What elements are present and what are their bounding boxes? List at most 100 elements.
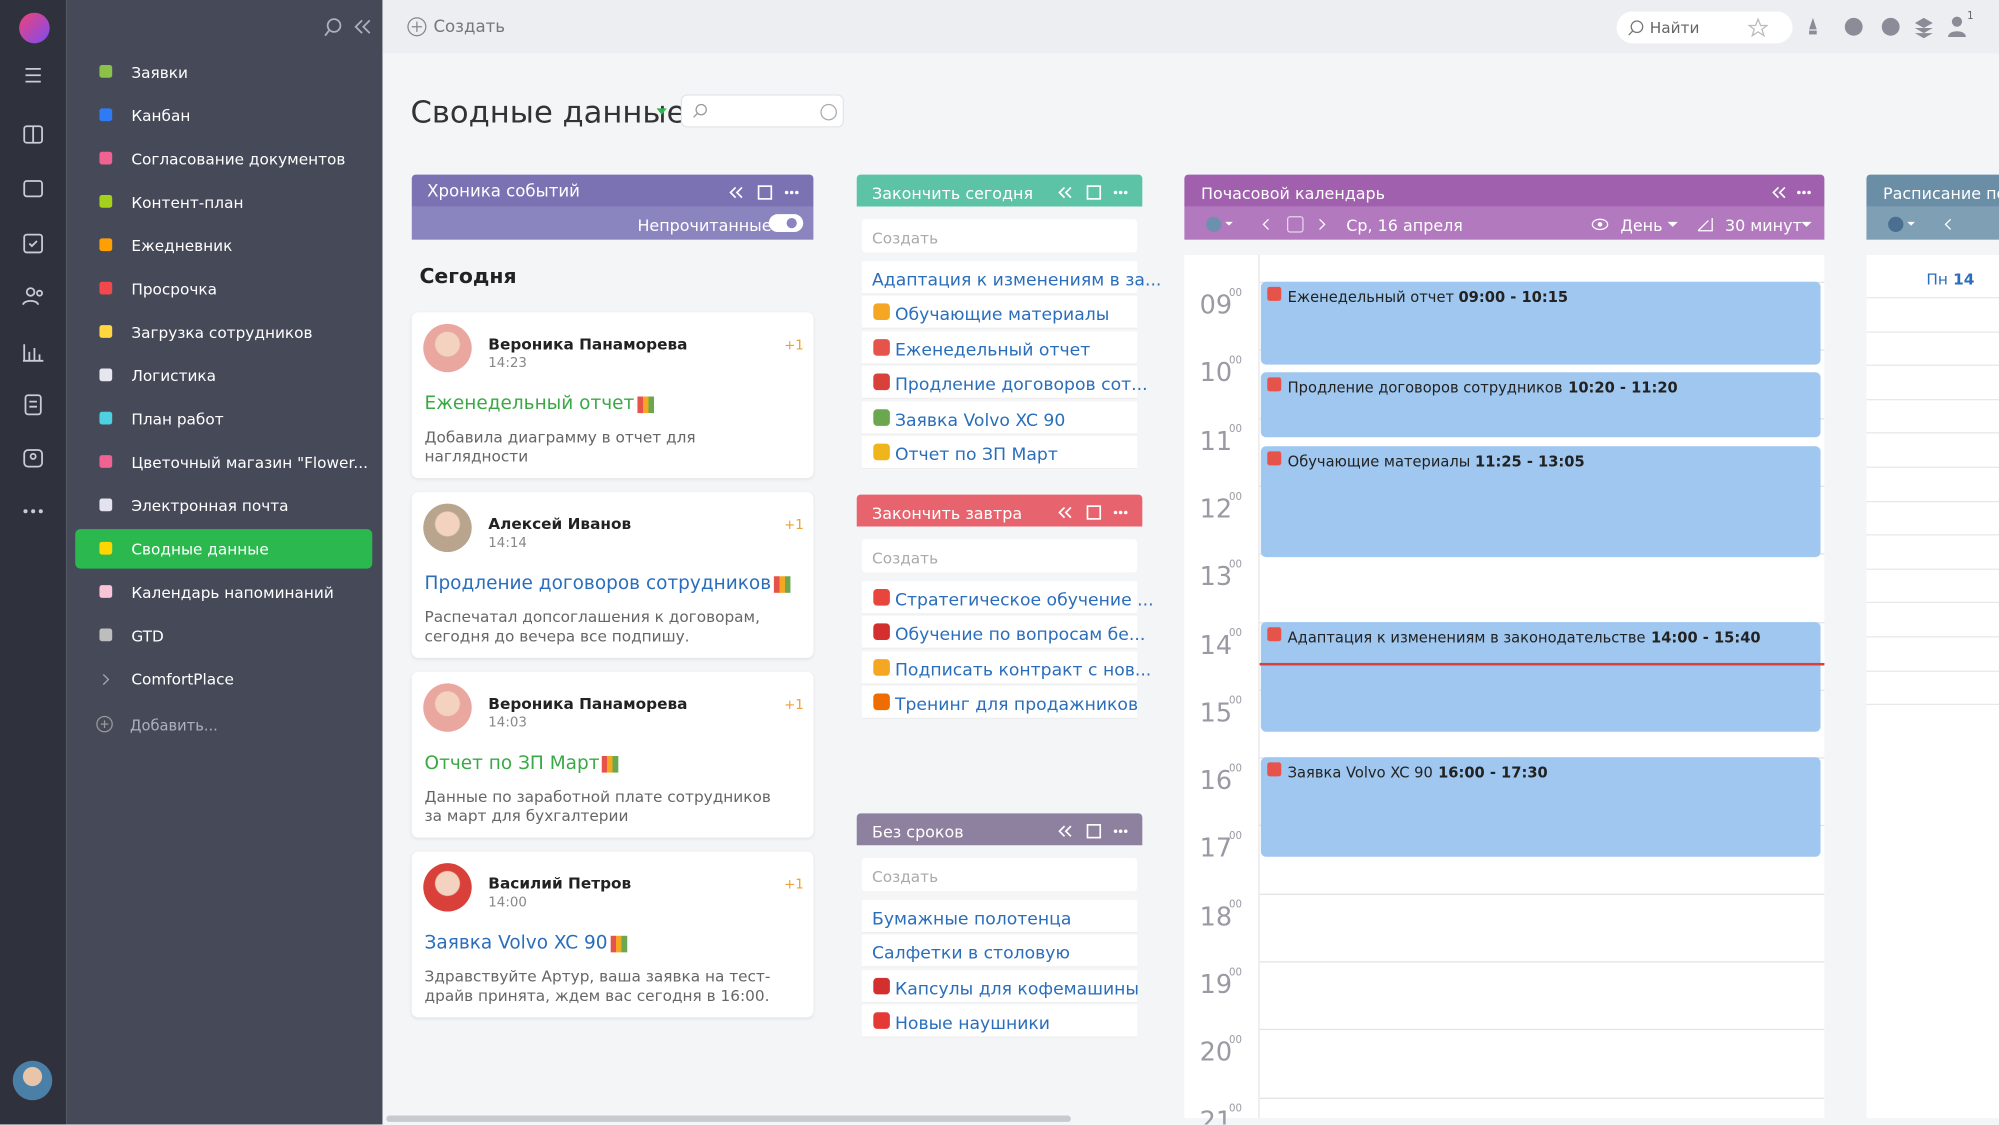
page-title: Сводные данные xyxy=(410,94,686,131)
event-title[interactable]: Отчет по ЗП Март xyxy=(424,753,600,774)
task-row[interactable] xyxy=(861,686,1138,720)
hour-label: 17 xyxy=(1199,833,1233,864)
event-card[interactable]: Алексей Иванов 14:14 +1 Продление договоров… xyxy=(411,492,814,658)
sidebar-add[interactable]: Добавить... xyxy=(130,716,218,735)
create-button[interactable]: Создать xyxy=(433,17,506,37)
calendar-tools[interactable] xyxy=(1771,182,1847,206)
list-tools[interactable] xyxy=(1057,821,1133,845)
schedule-nav[interactable] xyxy=(1887,214,1963,238)
task-row[interactable] xyxy=(861,261,1138,295)
step-caret[interactable] xyxy=(1800,219,1876,243)
sidebar-item[interactable]: Контент-план xyxy=(131,193,244,212)
event-card[interactable]: Вероника Панаморева 14:03 +1 Отчет по ЗП Ма… xyxy=(411,671,814,838)
task-text[interactable]: Салфетки в столовую xyxy=(872,943,1070,965)
event-card[interactable]: Вероника Панаморева 14:23 +1 Еженедельный о… xyxy=(411,312,814,479)
task-row[interactable] xyxy=(861,1004,1138,1039)
timeline-tools[interactable] xyxy=(728,182,804,206)
toggle-label[interactable]: Непрочитанные xyxy=(637,215,772,235)
task-text[interactable]: Еженедельный отчет xyxy=(894,340,1091,361)
sidebar-group[interactable]: ComfortPlace xyxy=(131,670,234,689)
sidebar-item[interactable]: Цветочный магазин "Flower... xyxy=(131,453,368,472)
sidebar-item[interactable]: Ежедневник xyxy=(131,237,233,255)
task-text[interactable]: Капсулы для кофемашины xyxy=(894,978,1139,1000)
calendar-date[interactable]: Ср, 16 апреля xyxy=(1346,215,1463,235)
user-avatar[interactable] xyxy=(12,1060,53,1101)
task-row[interactable] xyxy=(861,401,1138,435)
calendar-event[interactable]: Продление договоров сотрудников 10:20 - 1… xyxy=(1260,372,1821,438)
sidebar-item[interactable]: GTD xyxy=(131,627,164,646)
task-text[interactable]: Обучение по вопросам бе... xyxy=(894,625,1146,646)
event-title[interactable]: Продление договоров сотрудников xyxy=(424,573,772,595)
author-avatar xyxy=(423,863,472,912)
logo[interactable] xyxy=(19,12,50,44)
event-title[interactable]: Заявка Volvo XC 90 xyxy=(424,933,608,954)
sidebar-item[interactable]: Канбан xyxy=(131,107,191,125)
sidebar-item[interactable]: Календарь напоминаний xyxy=(131,583,334,602)
task-text[interactable]: Заявка Volvo XC 90 xyxy=(894,409,1066,431)
event-title[interactable]: Еженедельный отчет xyxy=(424,393,635,415)
task-icon xyxy=(873,977,890,995)
search-box[interactable]: Найти xyxy=(1616,11,1793,44)
add-icon[interactable] xyxy=(96,714,172,738)
task-text[interactable]: Новые наушники xyxy=(894,1013,1050,1035)
task-row[interactable] xyxy=(861,934,1138,969)
calendar-event[interactable]: Адаптация к изменениям в законодательств… xyxy=(1260,621,1821,733)
sidebar-item[interactable]: Согласование документов xyxy=(131,150,346,169)
task-row[interactable] xyxy=(861,436,1138,470)
sidebar-item[interactable]: Электронная почта xyxy=(131,497,289,516)
task-text[interactable]: Бумажные полотенца xyxy=(872,909,1072,930)
task-text[interactable]: Отчет по ЗП Март xyxy=(894,444,1058,466)
title-caret[interactable] xyxy=(655,107,668,117)
task-row[interactable] xyxy=(861,331,1138,365)
task-text[interactable]: Продление договоров сот... xyxy=(894,375,1148,396)
list-tools[interactable] xyxy=(1057,182,1133,206)
sidebar-item[interactable]: Логистика xyxy=(131,367,217,386)
task-row[interactable] xyxy=(861,296,1138,330)
sidebar-item[interactable]: Просрочка xyxy=(131,280,218,299)
star-icon[interactable] xyxy=(1747,17,1769,38)
calendar-event[interactable]: Еженедельный отчет 09:00 - 10:15 xyxy=(1260,281,1821,365)
calendar-event[interactable]: Заявка Volvo XC 90 16:00 - 17:30 xyxy=(1260,757,1821,857)
sidebar-item[interactable]: Заявки xyxy=(131,63,188,82)
task-row[interactable] xyxy=(861,616,1138,650)
list-create-placeholder: Создать xyxy=(872,549,939,568)
top-icons[interactable] xyxy=(1805,15,1971,40)
task-text[interactable]: Тренинг для продажников xyxy=(894,695,1139,716)
task-row[interactable] xyxy=(861,900,1138,934)
list-create[interactable] xyxy=(861,219,1138,253)
view-caret[interactable] xyxy=(1666,219,1742,243)
view-icon[interactable] xyxy=(1591,214,1667,238)
event-card[interactable]: Василий Петров 14:00 +1 Заявка Volvo XC 90 З… xyxy=(411,851,814,1018)
calendar-event[interactable]: Обучающие материалы 11:25 - 13:05 xyxy=(1260,445,1821,557)
hour-minutes: 00 xyxy=(1229,354,1242,367)
schedule-line xyxy=(1866,297,1999,299)
task-text[interactable]: Стратегическое обучение ... xyxy=(894,590,1154,611)
calendar-step[interactable]: 30 минут xyxy=(1724,215,1802,235)
event-text: Распечатал допсоглашения к договорам, xyxy=(424,608,760,626)
calendar-nav[interactable] xyxy=(1205,214,1281,238)
list-create[interactable] xyxy=(861,858,1138,892)
list-tools-svg xyxy=(1058,505,1128,520)
task-text[interactable]: Обучающие материалы xyxy=(894,305,1110,326)
task-row[interactable] xyxy=(861,366,1138,400)
step-icon[interactable] xyxy=(1696,214,1772,238)
event-icon xyxy=(601,756,619,773)
group-chevron[interactable] xyxy=(99,671,175,695)
task-row[interactable] xyxy=(861,651,1138,685)
task-text[interactable]: Адаптация к изменениям в за... xyxy=(872,270,1162,291)
sidebar-item[interactable]: Сводные данные xyxy=(131,540,269,559)
task-text[interactable]: Подписать контракт с нов... xyxy=(894,660,1152,681)
calendar-view[interactable]: День xyxy=(1620,215,1663,235)
task-row[interactable] xyxy=(861,581,1138,615)
calendar-picker[interactable] xyxy=(1286,214,1362,238)
list-create[interactable] xyxy=(861,539,1138,573)
sidebar-item[interactable]: План работ xyxy=(131,410,224,429)
list-tools[interactable] xyxy=(1057,502,1133,526)
page-search[interactable] xyxy=(680,94,844,128)
scrollbar[interactable] xyxy=(386,1115,1071,1122)
item-color xyxy=(99,628,113,642)
active-item-bg[interactable] xyxy=(75,529,373,569)
sidebar-item[interactable]: Загрузка сотрудников xyxy=(131,323,313,342)
hour-minutes: 00 xyxy=(1229,1034,1242,1046)
task-row[interactable] xyxy=(861,969,1138,1004)
